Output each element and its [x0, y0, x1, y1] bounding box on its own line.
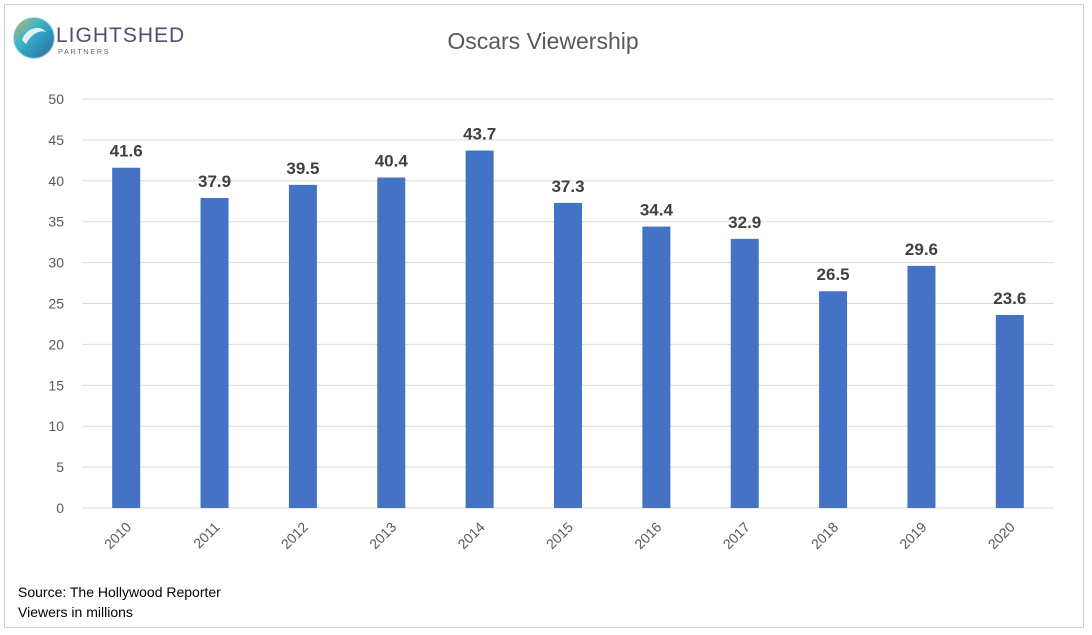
- y-tick-label: 15: [48, 377, 64, 393]
- bar: [907, 265, 936, 508]
- bar: [730, 238, 759, 509]
- lightshed-logo: LIGHTSHED PARTNERS: [12, 16, 186, 64]
- y-tick-label: 35: [48, 214, 64, 230]
- units-note: Viewers in millions: [18, 604, 133, 620]
- data-label: 32.9: [728, 213, 761, 232]
- logo-subtitle: PARTNERS: [58, 47, 111, 56]
- chart-frame: [4, 4, 1084, 628]
- x-tick-label: 2014: [454, 519, 487, 552]
- data-label: 41.6: [110, 142, 143, 161]
- x-tick-label: 2012: [278, 519, 311, 552]
- x-tick-label: 2018: [808, 519, 841, 552]
- y-tick-label: 25: [48, 296, 64, 312]
- data-label: 39.5: [286, 159, 319, 178]
- bar: [465, 150, 494, 508]
- data-label: 34.4: [640, 201, 674, 220]
- data-label: 43.7: [463, 125, 496, 144]
- logo-wordmark: LIGHTSHED: [56, 24, 186, 47]
- bar: [288, 184, 317, 508]
- bar: [554, 202, 582, 509]
- logo-mark-icon: [13, 17, 55, 59]
- y-tick-label: 30: [48, 255, 64, 271]
- bar: [819, 291, 848, 508]
- x-tick-label: 2020: [985, 519, 1018, 552]
- data-label: 37.3: [551, 177, 584, 196]
- y-tick-label: 45: [48, 132, 64, 148]
- y-tick-label: 5: [56, 459, 64, 475]
- x-tick-label: 2015: [543, 519, 576, 552]
- y-tick-label: 10: [48, 418, 64, 434]
- source-note: Source: The Hollywood Reporter: [18, 584, 221, 600]
- bar: [642, 226, 671, 508]
- bar: [377, 177, 406, 508]
- data-label: 37.9: [198, 172, 231, 191]
- data-label: 40.4: [375, 152, 409, 171]
- y-tick-label: 0: [56, 500, 64, 516]
- bar: [995, 314, 1024, 508]
- x-tick-label: 2016: [631, 519, 664, 552]
- data-label: 29.6: [905, 240, 938, 259]
- x-tick-label: 2011: [190, 519, 223, 552]
- data-label: 23.6: [993, 289, 1026, 308]
- bar: [200, 197, 229, 508]
- bar: [112, 167, 141, 508]
- data-label: 26.5: [817, 265, 850, 284]
- chart-title: Oscars Viewership: [447, 28, 639, 54]
- x-tick-label: 2017: [720, 519, 753, 552]
- y-tick-label: 40: [48, 173, 64, 189]
- x-tick-label: 2010: [101, 519, 134, 552]
- y-tick-label: 20: [48, 336, 64, 352]
- x-tick-label: 2013: [366, 519, 399, 552]
- x-tick-label: 2019: [896, 519, 929, 552]
- y-tick-label: 50: [48, 91, 64, 107]
